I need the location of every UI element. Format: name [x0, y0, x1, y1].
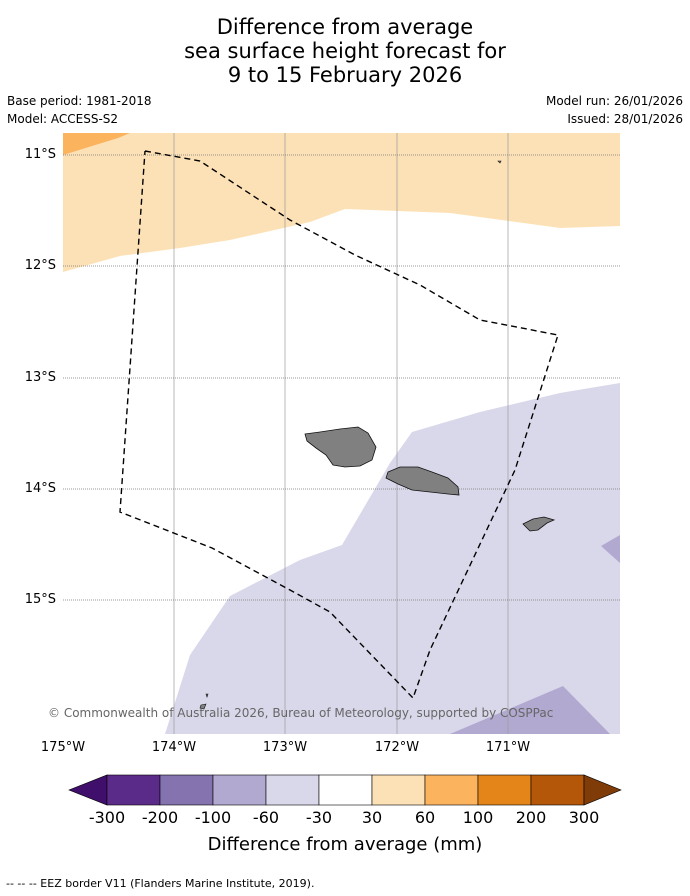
colorbar-segment	[159, 774, 214, 806]
lat-label-14s: 14°S	[24, 481, 56, 496]
colorbar-tick-label: -30	[305, 808, 333, 827]
lat-label-13s: 13°S	[24, 370, 56, 385]
colorbar-segment	[424, 774, 479, 806]
colorbar-tick-label: 100	[462, 808, 494, 827]
anomaly-neg60-neg100-region-east	[601, 535, 620, 563]
anomaly-neg60-neg100-region	[450, 686, 610, 734]
colorbar-title: Difference from average (mm)	[207, 834, 483, 855]
island-savaii	[304, 426, 377, 468]
base-period: Base period: 1981-2018	[7, 94, 152, 108]
lat-label-15s: 15°S	[24, 592, 56, 607]
eez-legend-footer: -- -- -- EEZ border V11 (Flanders Marine…	[6, 877, 315, 890]
island-tutuila	[522, 516, 556, 532]
colorbar-tick-label: 300	[568, 808, 600, 827]
lon-label-174w: 174°W	[151, 740, 197, 755]
latitude-gridlines	[63, 154, 620, 601]
colorbar-tick-label: -200	[141, 808, 179, 827]
copyright-notice: © Commonwealth of Australia 2026, Bureau…	[48, 706, 554, 720]
anomaly-60-100-region	[63, 133, 130, 155]
lon-label-171w: 171°W	[485, 740, 531, 755]
colorbar-segment	[371, 774, 426, 806]
colorbar-segment	[212, 774, 267, 806]
colorbar-segment	[106, 774, 161, 806]
colorbar-tick-label: 60	[414, 808, 436, 827]
island-upolu	[385, 466, 460, 496]
sea-height-map	[63, 133, 622, 806]
colorbar-tick-label: 30	[361, 808, 383, 827]
lon-label-175w: 175°W	[40, 740, 86, 755]
lon-label-172w: 172°W	[374, 740, 420, 755]
colorbar-tick-label: -100	[194, 808, 232, 827]
issued-date: Issued: 28/01/2026	[567, 112, 683, 126]
title-line-1: Difference from average	[216, 15, 474, 39]
colorbar-tick-label: -300	[88, 808, 126, 827]
lat-label-12s: 12°S	[24, 258, 56, 273]
title-line-3: 9 to 15 February 2026	[227, 63, 463, 87]
model-name: Model: ACCESS-S2	[7, 112, 119, 126]
colorbar	[68, 774, 622, 806]
colorbar-extend-low	[68, 774, 108, 806]
colorbar-segment	[318, 774, 373, 806]
colorbar-extend-high	[583, 774, 622, 806]
colorbar-tick-label: -60	[252, 808, 280, 827]
colorbar-tick-label: 200	[515, 808, 547, 827]
model-run: Model run: 26/01/2026	[545, 94, 683, 108]
colorbar-segment	[530, 774, 585, 806]
lat-label-11s: 11°S	[24, 147, 56, 162]
eez-border	[119, 150, 559, 700]
anomaly-30-60-region	[63, 133, 620, 272]
longitude-gridlines	[173, 133, 509, 734]
colorbar-segment	[265, 774, 320, 806]
islet-south	[199, 703, 207, 710]
colorbar-segment	[477, 774, 532, 806]
islet-north	[497, 160, 502, 164]
islet-south-2	[205, 693, 209, 698]
anomaly-neg30-neg60-region	[165, 383, 620, 734]
title-line-2: sea surface height forecast for	[184, 39, 506, 63]
lon-label-173w: 173°W	[262, 740, 308, 755]
